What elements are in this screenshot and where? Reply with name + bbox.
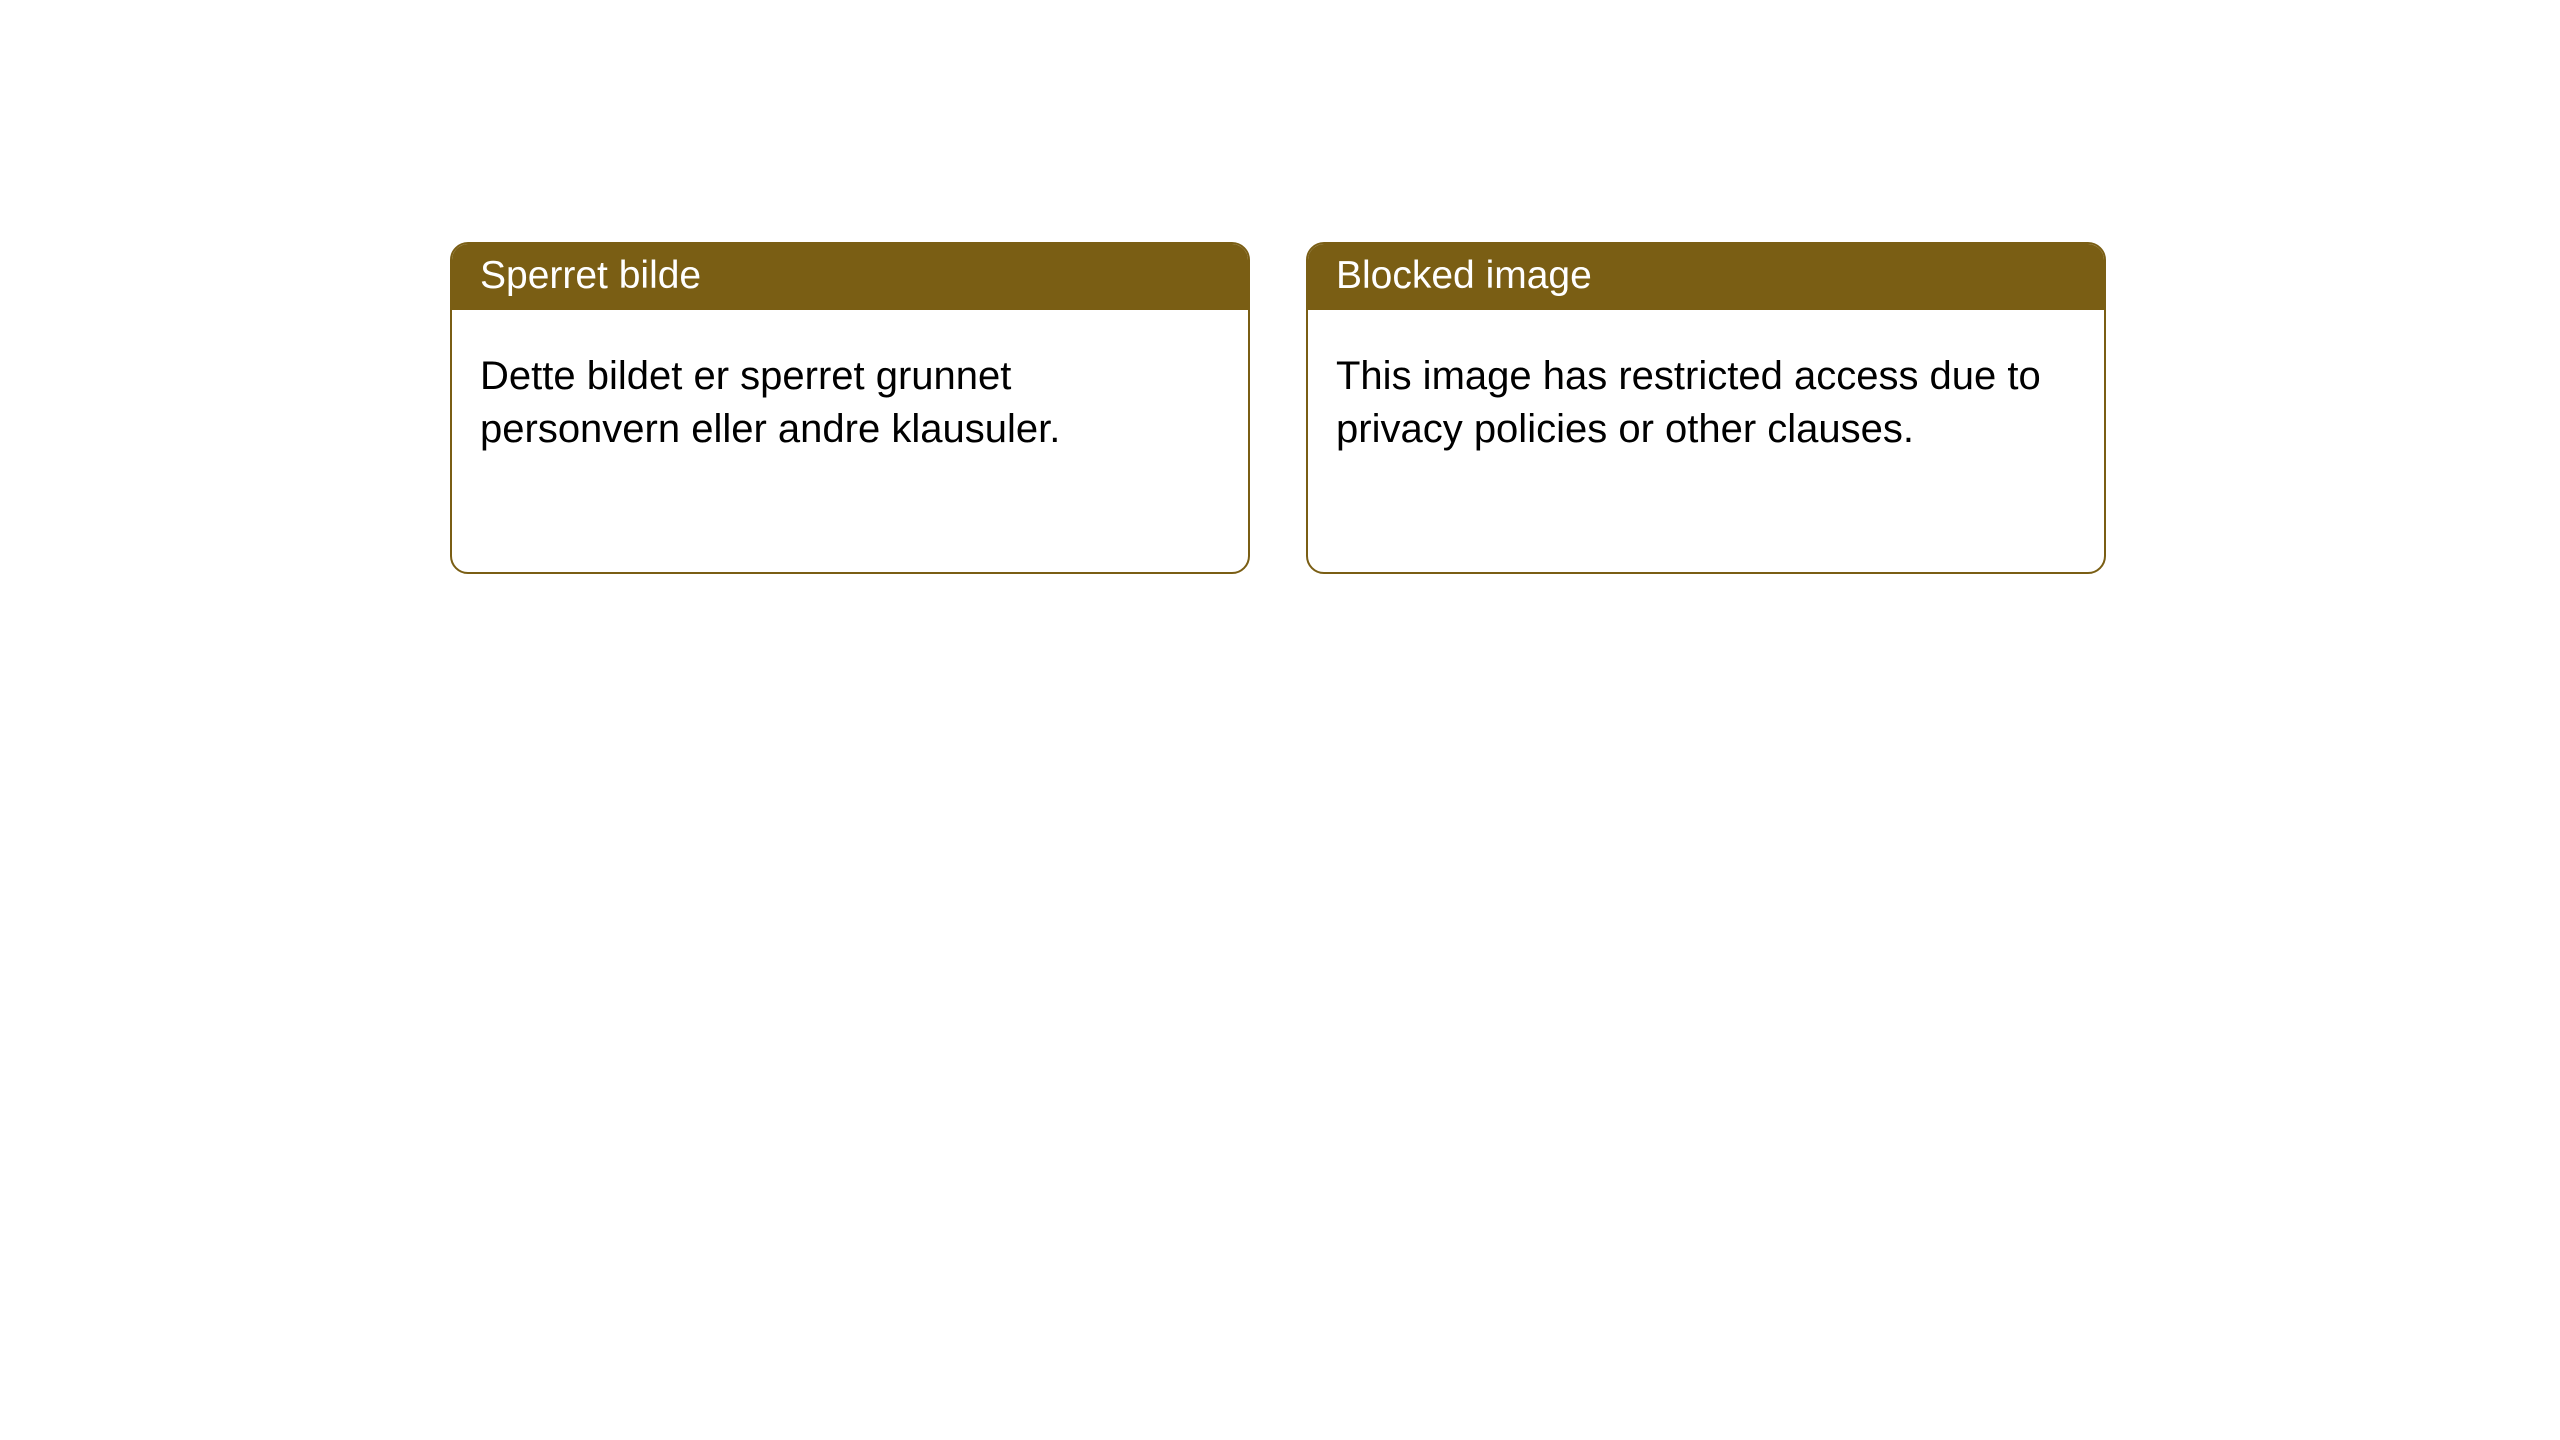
notice-card-english: Blocked image This image has restricted … <box>1306 242 2106 574</box>
notice-title: Sperret bilde <box>480 254 701 297</box>
notice-title: Blocked image <box>1336 254 1592 297</box>
notice-header: Sperret bilde <box>452 244 1248 310</box>
notice-message: Dette bildet er sperret grunnet personve… <box>480 354 1060 451</box>
notice-message: This image has restricted access due to … <box>1336 354 2041 451</box>
notice-body: This image has restricted access due to … <box>1308 310 2104 484</box>
notice-card-norwegian: Sperret bilde Dette bildet er sperret gr… <box>450 242 1250 574</box>
notice-header: Blocked image <box>1308 244 2104 310</box>
notice-body: Dette bildet er sperret grunnet personve… <box>452 310 1248 484</box>
notice-container: Sperret bilde Dette bildet er sperret gr… <box>0 0 2560 574</box>
